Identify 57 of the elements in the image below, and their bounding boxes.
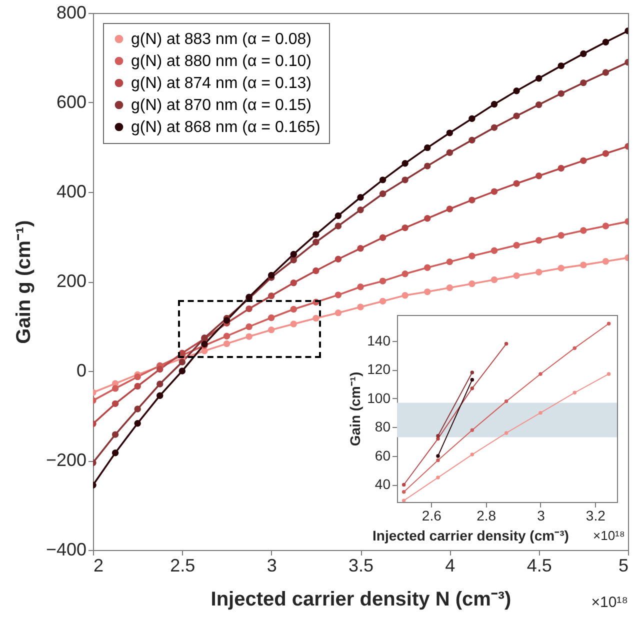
y-tick-label: 0 [76,360,86,380]
legend-label: g(N) at 870 nm (α = 0.15) [131,97,312,114]
point [436,476,440,480]
annotation: ×10¹⁸ [593,528,625,543]
point [606,322,611,326]
x-tick-label: 2.5 [170,556,196,576]
x-axis-title: Injected carrier density N (cm⁻³) [210,588,512,610]
x-tick-label: 3 [537,508,546,524]
point [572,390,577,395]
x-tick-label: 3 [266,556,277,576]
point [436,434,440,438]
legend-label: g(N) at 883 nm (α = 0.08) [131,31,312,48]
point [572,346,577,350]
y-tick-label: 140 [367,332,391,348]
x-tick-label: 2 [94,556,104,576]
point [504,431,508,435]
legend-label: g(N) at 880 nm (α = 0.10) [131,53,312,70]
point [470,370,474,374]
point [470,378,474,382]
point [436,436,440,441]
y-tick-label: 400 [56,182,86,202]
legend-label: g(N) at 874 nm (α = 0.13) [131,75,312,92]
y-tick-label: 120 [367,361,391,378]
y-tick-label: 60 [374,447,391,464]
x-tick-label: 3.2 [586,508,606,524]
x-tick-label: 4.5 [526,556,552,576]
point [402,498,406,502]
point [402,490,406,494]
y-tick-label: 40 [374,476,391,492]
x-tick-label: 2.6 [422,508,442,524]
point [606,372,611,376]
y-axis-title: Gain g (cm⁻¹) [12,220,35,344]
point [504,342,508,346]
y-tick-label: 600 [56,92,86,112]
point [436,458,440,462]
point [538,410,542,415]
y-tick-label: 80 [374,418,391,435]
y-axis-title: Gain (cm⁻¹) [347,372,364,446]
y-tick-label: 800 [56,2,86,22]
x-tick-label: 2.8 [476,508,496,524]
point [402,482,406,487]
text: ×10¹⁸ [591,594,628,611]
x-axis-title: Injected carrier density (cm⁻³) [372,528,569,544]
point [436,454,440,458]
legend-label: g(N) at 868 nm (α = 0.165) [131,119,320,136]
y-tick-label: 200 [56,271,86,291]
point [470,386,474,390]
x-tick-label: 5 [618,556,628,576]
x-tick-label: 4 [445,556,456,576]
x-tick-label: 3.5 [348,556,374,576]
y-tick-label: −200 [46,450,86,470]
y-tick-label: 100 [367,390,391,406]
point [538,372,542,376]
point [504,399,508,404]
point [470,452,474,456]
point [470,428,474,432]
y-tick-label: −400 [46,540,86,560]
